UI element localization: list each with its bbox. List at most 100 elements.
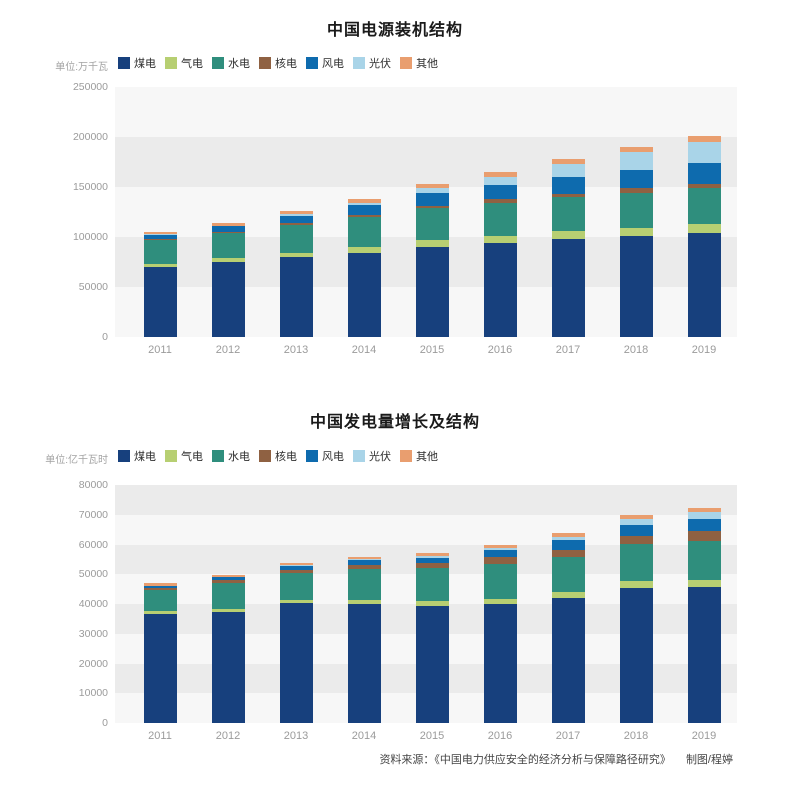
bar-segment-wind-2015: [415, 557, 449, 564]
bar-segment-wind-2017: [551, 177, 585, 194]
bar-2016: [483, 172, 517, 337]
bar-segment-nuclear-2012: [211, 580, 245, 584]
bar-segment-nuclear-2017: [551, 193, 585, 198]
bar-segment-coal-2018: [619, 236, 653, 337]
bar-segment-coal-2012: [211, 262, 245, 337]
x-tick-label-2019: 2019: [691, 344, 717, 356]
x-tick-label-2016: 2016: [487, 344, 513, 356]
bar-segment-wind-2016: [483, 550, 517, 558]
bar-segment-nuclear-2019: [687, 530, 721, 542]
bar-segment-coal-2014: [347, 604, 381, 723]
bar-segment-nuclear-2014: [347, 214, 381, 217]
bar-segment-solar-2019: [687, 511, 721, 519]
x-tick-label-2014: 2014: [351, 730, 377, 742]
bar-segment-other-2017: [551, 159, 585, 165]
bar-segment-hydro-2018: [619, 192, 653, 228]
bar-segment-gas-2016: [483, 236, 517, 243]
x-tick-label-2017: 2017: [555, 344, 581, 356]
bar-segment-wind-2018: [619, 524, 653, 536]
bar-segment-gas-2011: [143, 611, 177, 614]
bar-segment-nuclear-2015: [415, 205, 449, 209]
x-tick-label-2011: 2011: [148, 730, 172, 742]
bar-segment-other-2011: [143, 232, 177, 235]
bar-segment-solar-2014: [347, 202, 381, 206]
legend-swatch-solar: [353, 450, 365, 462]
bar-segment-other-2017: [551, 533, 585, 537]
bar-2012: [211, 574, 245, 723]
bar-segment-other-2018: [619, 515, 653, 520]
bar-segment-hydro-2015: [415, 208, 449, 241]
legend-label-solar: 光伏: [369, 451, 391, 463]
bar-segment-solar-2016: [483, 548, 517, 551]
legend-installed-capacity: 煤电 气电 水电 核电 风电 光伏 其他: [118, 55, 438, 71]
bar-segment-other-2011: [143, 583, 177, 586]
y-tick-label: 0: [102, 717, 108, 729]
bar-segment-coal-2017: [551, 598, 585, 723]
legend-swatch-wind: [306, 450, 318, 462]
bar-segment-gas-2018: [619, 227, 653, 236]
y-tick-label: 70000: [78, 508, 108, 521]
bar-2017: [551, 159, 585, 337]
bar-segment-wind-2015: [415, 192, 449, 206]
x-tick-label-2013: 2013: [283, 344, 309, 356]
legend-item-coal: 煤电: [118, 448, 156, 464]
chart-title-generation: 中国发电量增长及结构: [309, 414, 480, 431]
bar-2013: [279, 211, 313, 337]
bar-segment-wind-2012: [211, 225, 245, 233]
legend-swatch-nuclear: [259, 450, 271, 462]
bar-segment-gas-2011: [143, 263, 177, 267]
legend-item-nuclear: 核电: [259, 55, 297, 71]
bar-segment-other-2016: [483, 172, 517, 177]
bar-segment-hydro-2013: [279, 573, 313, 600]
bar-segment-wind-2011: [143, 585, 177, 588]
bar-segment-solar-2018: [619, 152, 653, 170]
footer: 资料来源：《中国电力供应安全的经济分析与保障路径研究》 制图/程婷: [0, 751, 733, 767]
bar-segment-other-2015: [415, 184, 449, 189]
bar-2019: [687, 136, 721, 337]
x-tick-label-2019: 2019: [691, 730, 717, 742]
bar-segment-hydro-2019: [687, 541, 721, 580]
bar-segment-solar-2015: [415, 188, 449, 193]
y-tick-label: 60000: [78, 538, 108, 551]
plot-area-installed-capacity: [115, 87, 737, 337]
bar-segment-wind-2013: [279, 215, 313, 224]
bar-segment-coal-2019: [687, 233, 721, 337]
x-tick-label-2012: 2012: [215, 344, 241, 356]
bar-2014: [347, 199, 381, 337]
bar-segment-solar-2017: [551, 164, 585, 178]
bar-segment-solar-2017: [551, 536, 585, 541]
legend-swatch-coal: [118, 57, 130, 69]
legend-item-solar: 光伏: [353, 55, 391, 71]
bar-segment-gas-2014: [347, 600, 381, 604]
bar-segment-hydro-2016: [483, 202, 517, 236]
x-tick-label-2012: 2012: [215, 730, 241, 742]
legend-swatch-nuclear: [259, 57, 271, 69]
x-tick-label-2017: 2017: [555, 730, 581, 742]
y-tick-label: 200000: [72, 131, 108, 143]
legend-label-solar: 光伏: [369, 58, 391, 70]
legend-swatch-other: [400, 57, 412, 69]
y-tick-label: 10000: [78, 687, 108, 700]
bar-segment-hydro-2012: [211, 233, 245, 259]
x-tick-label-2018: 2018: [623, 344, 649, 356]
legend-item-gas: 气电: [165, 55, 203, 71]
bar-segment-gas-2013: [279, 252, 313, 257]
bar-segment-nuclear-2011: [143, 587, 177, 591]
bar-segment-coal-2015: [415, 606, 449, 723]
bar-segment-hydro-2018: [619, 544, 653, 582]
bar-segment-gas-2012: [211, 258, 245, 262]
bar-segment-solar-2014: [347, 559, 381, 560]
legend-swatch-solar: [353, 57, 365, 69]
y-tick-label: 80000: [78, 479, 108, 491]
legend-label-wind: 风电: [322, 58, 344, 70]
legend-item-wind: 风电: [306, 448, 344, 464]
bar-segment-hydro-2014: [347, 568, 381, 601]
bar-segment-coal-2015: [415, 247, 449, 337]
bar-segment-hydro-2011: [143, 590, 177, 612]
legend-swatch-gas: [165, 450, 177, 462]
bar-segment-wind-2012: [211, 577, 245, 581]
bar-segment-nuclear-2013: [279, 223, 313, 225]
legend-label-gas: 气电: [181, 58, 203, 70]
bar-segment-coal-2019: [687, 586, 721, 723]
